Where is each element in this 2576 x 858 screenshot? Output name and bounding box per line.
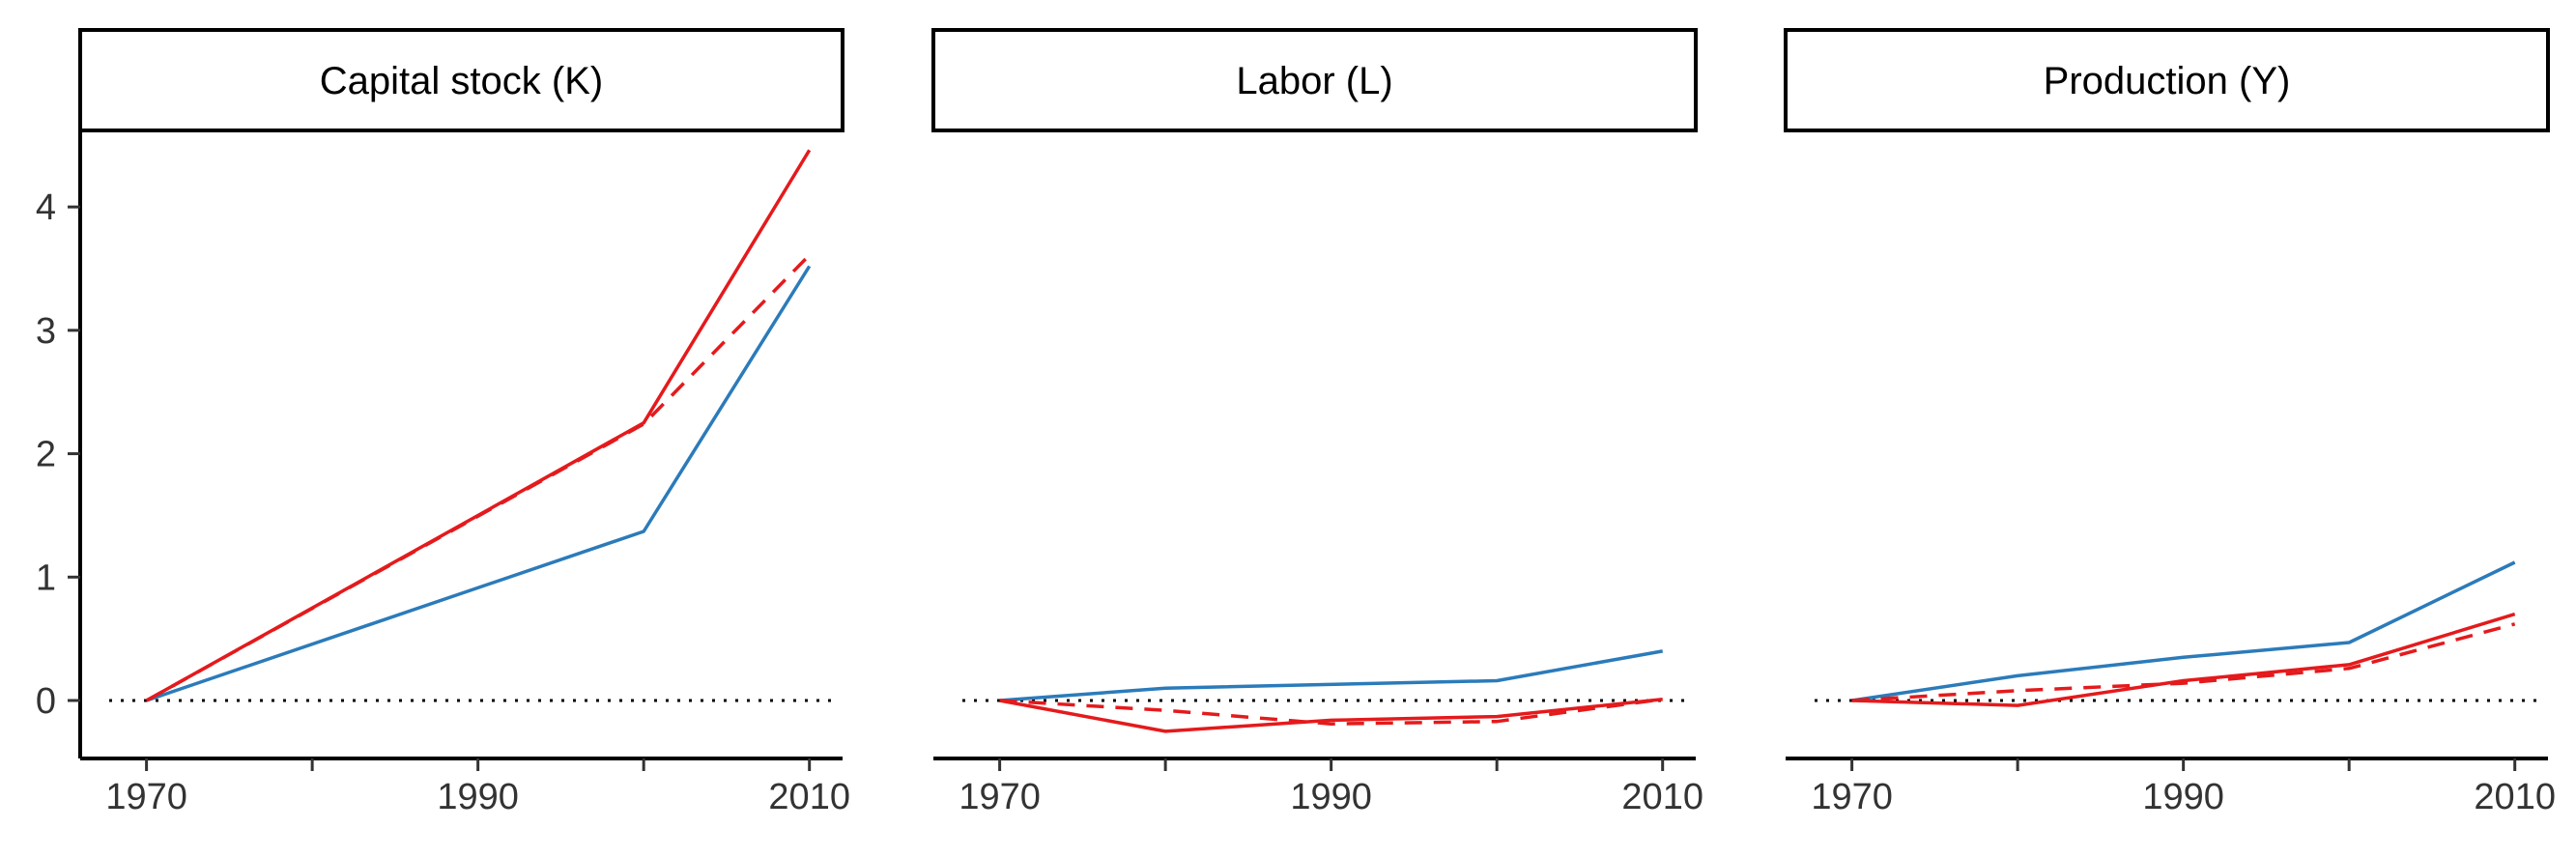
strip-box xyxy=(78,28,844,132)
series-line-0 xyxy=(999,649,1664,702)
x-tick-label: 2010 xyxy=(2474,777,2556,817)
strip-label: Capital stock (K) xyxy=(320,60,603,102)
x-tick-label: 1990 xyxy=(2142,777,2224,817)
strip-label: Labor (L) xyxy=(1236,60,1392,102)
y-tick-label: 4 xyxy=(36,187,56,228)
y-tick-label: 2 xyxy=(36,435,56,475)
x-tick-label: 2010 xyxy=(1621,777,1703,817)
x-tick-label: 1970 xyxy=(1811,777,1893,817)
series-line-1 xyxy=(1851,612,2516,707)
series-line-2 xyxy=(145,253,811,702)
y-tick-label: 0 xyxy=(36,681,56,722)
x-tick-label: 1970 xyxy=(959,777,1041,817)
series-line-0 xyxy=(146,265,812,702)
series-line-2 xyxy=(1851,622,2516,702)
series-line-0 xyxy=(1851,560,2516,702)
strip-box xyxy=(931,28,1698,132)
panel-capital-stock: Capital stock (K) 1970 1990 2010 xyxy=(78,28,850,817)
y-axis: 0 1 2 3 4 xyxy=(36,130,82,758)
x-tick-label: 1990 xyxy=(437,777,519,817)
x-tick-label: 1990 xyxy=(1290,777,1372,817)
series-line-1 xyxy=(999,697,1663,733)
strip-box xyxy=(1784,28,2550,132)
x-tick-label: 2010 xyxy=(768,777,850,817)
series-line-2 xyxy=(999,697,1663,726)
y-tick-label: 1 xyxy=(36,558,56,598)
strip-label: Production (Y) xyxy=(2044,60,2291,102)
panel-labor: Labor (L) 1970 1990 2010 xyxy=(931,28,1703,817)
y-tick-label: 3 xyxy=(36,311,56,352)
panel-production: Production (Y) 1970 1990 2010 xyxy=(1784,28,2556,817)
x-tick-label: 1970 xyxy=(105,777,187,817)
